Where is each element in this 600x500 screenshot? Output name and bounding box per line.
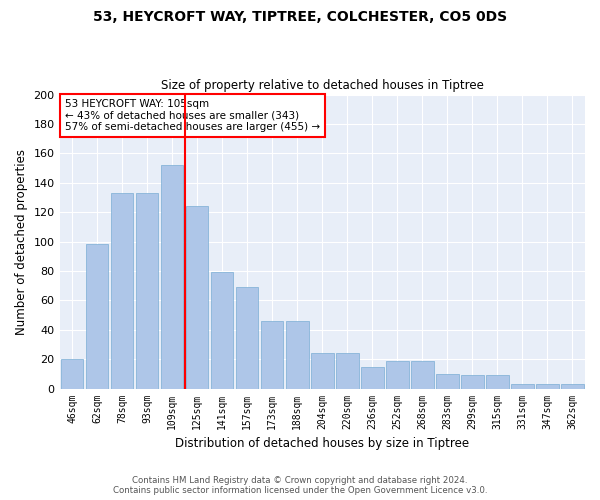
Text: Contains HM Land Registry data © Crown copyright and database right 2024.
Contai: Contains HM Land Registry data © Crown c… — [113, 476, 487, 495]
Bar — [136, 193, 158, 388]
Bar — [561, 384, 584, 388]
Y-axis label: Number of detached properties: Number of detached properties — [15, 148, 28, 334]
Bar — [261, 321, 283, 388]
Bar — [436, 374, 458, 388]
Text: 53, HEYCROFT WAY, TIPTREE, COLCHESTER, CO5 0DS: 53, HEYCROFT WAY, TIPTREE, COLCHESTER, C… — [93, 10, 507, 24]
X-axis label: Distribution of detached houses by size in Tiptree: Distribution of detached houses by size … — [175, 437, 469, 450]
Bar — [236, 287, 259, 388]
Bar — [336, 354, 359, 388]
Bar — [311, 354, 334, 388]
Bar — [211, 272, 233, 388]
Bar — [511, 384, 534, 388]
Bar — [386, 360, 409, 388]
Bar — [86, 244, 109, 388]
Bar — [486, 376, 509, 388]
Bar — [186, 206, 208, 388]
Bar — [61, 359, 83, 388]
Bar — [536, 384, 559, 388]
Title: Size of property relative to detached houses in Tiptree: Size of property relative to detached ho… — [161, 79, 484, 92]
Text: 53 HEYCROFT WAY: 105sqm
← 43% of detached houses are smaller (343)
57% of semi-d: 53 HEYCROFT WAY: 105sqm ← 43% of detache… — [65, 99, 320, 132]
Bar — [461, 376, 484, 388]
Bar — [411, 360, 434, 388]
Bar — [111, 193, 133, 388]
Bar — [361, 366, 383, 388]
Bar — [161, 165, 184, 388]
Bar — [286, 321, 308, 388]
